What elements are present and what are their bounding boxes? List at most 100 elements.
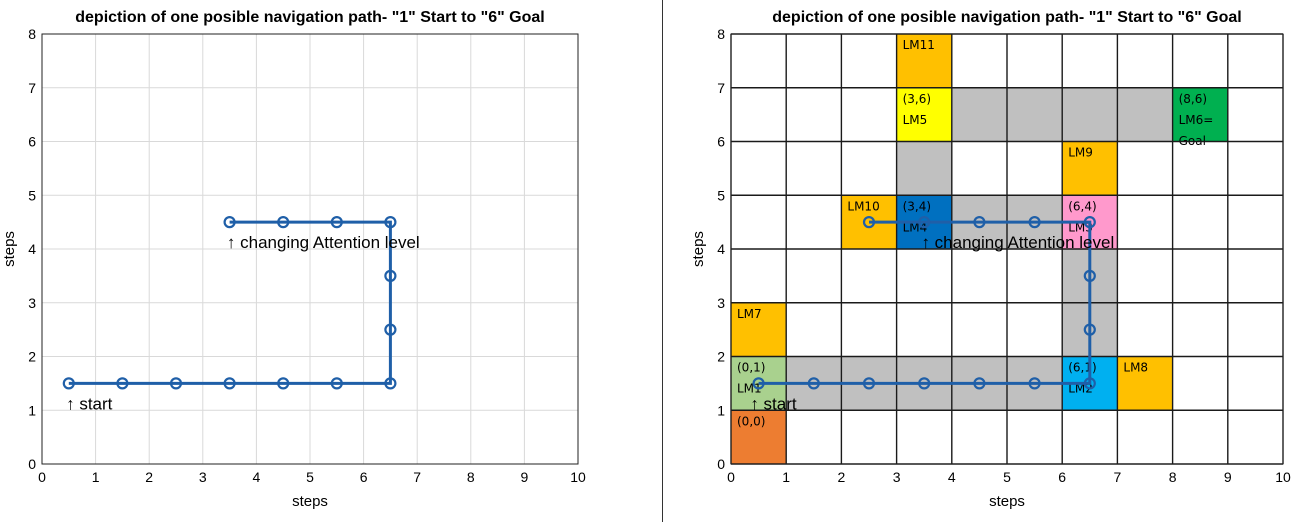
path-point [918, 377, 931, 390]
chart-title: depiction of one posible navigation path… [772, 9, 1241, 26]
cell-label: (6,1) [1068, 361, 1096, 375]
grid-cell [1062, 141, 1118, 196]
cell-label: LM8 [1123, 361, 1148, 375]
x-tick-label: 7 [413, 469, 421, 485]
path-point [918, 216, 931, 229]
grid-cell [1117, 356, 1173, 411]
cell-label: LM2 [1068, 382, 1093, 396]
path-point [384, 269, 397, 282]
path-point [1028, 377, 1041, 390]
annotation-text: ↑ start [66, 394, 113, 413]
cell-label: LM10 [847, 199, 879, 213]
path-point [62, 377, 75, 390]
path-point [862, 216, 876, 229]
x-tick-label: 4 [253, 469, 261, 485]
x-tick-label: 1 [92, 469, 100, 485]
y-tick-label: 2 [717, 349, 725, 365]
x-tick-label: 9 [521, 469, 529, 485]
grid-cell [896, 34, 952, 88]
y-tick-label: 4 [717, 241, 725, 257]
y-axis-label: steps [690, 231, 707, 267]
grid-cell [1172, 87, 1228, 142]
path-point [330, 216, 343, 229]
grid-cell [1007, 87, 1063, 142]
x-axis-label: steps [292, 493, 328, 510]
chart-title: depiction of one posible navigation path… [75, 9, 544, 26]
y-tick-label: 4 [28, 241, 36, 257]
x-tick-label: 8 [1169, 469, 1177, 485]
grid-cell [1117, 87, 1173, 142]
path-point [752, 377, 765, 390]
plot-frame [41, 33, 579, 465]
cell-label: LM3 [1068, 220, 1093, 234]
path-point [807, 377, 820, 390]
x-tick-label: 7 [1114, 469, 1122, 485]
x-tick-label: 0 [38, 469, 46, 485]
cell-label: LM9 [1068, 146, 1093, 160]
x-tick-label: 8 [467, 469, 475, 485]
x-tick-label: 5 [306, 469, 314, 485]
cell-label: Goal [1179, 134, 1206, 148]
x-axis-label: steps [989, 493, 1025, 510]
y-tick-label: 0 [28, 456, 36, 472]
y-tick-label: 3 [28, 295, 36, 311]
annotation-text: ↑ start [750, 394, 797, 413]
x-tick-label: 9 [1224, 469, 1232, 485]
plot-frame [730, 33, 1284, 465]
path-point [384, 377, 397, 390]
path-point [277, 377, 290, 390]
y-axis-label: steps [1, 231, 18, 267]
path-point [384, 323, 397, 336]
grid-cell [731, 302, 787, 357]
x-tick-label: 10 [1275, 469, 1291, 485]
path-point [862, 377, 876, 390]
path-point [1083, 216, 1096, 229]
cell-label: LM5 [903, 113, 928, 127]
cell-label: LM7 [737, 307, 762, 321]
path-point [330, 377, 343, 390]
y-tick-label: 8 [717, 26, 725, 42]
path-line [758, 220, 1092, 385]
cell-label: (8,6) [1179, 92, 1207, 106]
cell-label: (6,4) [1068, 199, 1096, 213]
x-tick-label: 1 [782, 469, 790, 485]
y-tick-label: 6 [717, 134, 725, 150]
cell-label: (3,4) [903, 199, 931, 213]
cell-label: LM11 [903, 38, 935, 52]
y-tick-label: 5 [717, 187, 725, 203]
cell-label: LM6= [1179, 113, 1214, 127]
x-tick-label: 3 [199, 469, 207, 485]
x-tick-label: 6 [360, 469, 368, 485]
x-tick-label: 2 [838, 469, 846, 485]
path-point [1083, 323, 1096, 336]
annotation-text: ↑ changing Attention level [227, 233, 420, 252]
y-tick-label: 6 [28, 134, 36, 150]
path-point [973, 377, 986, 390]
chart-left: 0 1 2 3 4 5 6 7 8 9 10 0 1 2 3 4 5 6 7 8 depiction of one po… [1, 9, 586, 510]
x-tick-label: 5 [1003, 469, 1011, 485]
x-tick-label: 0 [727, 469, 735, 485]
grid-cell [1062, 87, 1118, 142]
path-point [1028, 216, 1041, 229]
path-point [1083, 377, 1096, 390]
x-tick-label: 10 [570, 469, 586, 485]
cell-label: LM4 [903, 220, 928, 234]
path-point [223, 216, 236, 229]
cell-label: (3,6) [903, 92, 931, 106]
cell-label: (0,1) [737, 361, 765, 375]
path-point [384, 216, 397, 229]
y-tick-label: 7 [28, 80, 36, 96]
x-tick-label: 2 [145, 469, 153, 485]
y-tick-label: 3 [717, 295, 725, 311]
y-tick-label: 0 [717, 456, 725, 472]
path-point [1083, 269, 1096, 282]
y-tick-label: 5 [28, 187, 36, 203]
x-tick-label: 3 [893, 469, 901, 485]
annotation-text: ↑ changing Attention level [921, 233, 1114, 252]
cell-label: LM1 [737, 382, 762, 396]
y-tick-label: 7 [717, 80, 725, 96]
path-point [169, 377, 183, 390]
grid-cell [896, 141, 952, 196]
grid-cell [731, 410, 787, 464]
